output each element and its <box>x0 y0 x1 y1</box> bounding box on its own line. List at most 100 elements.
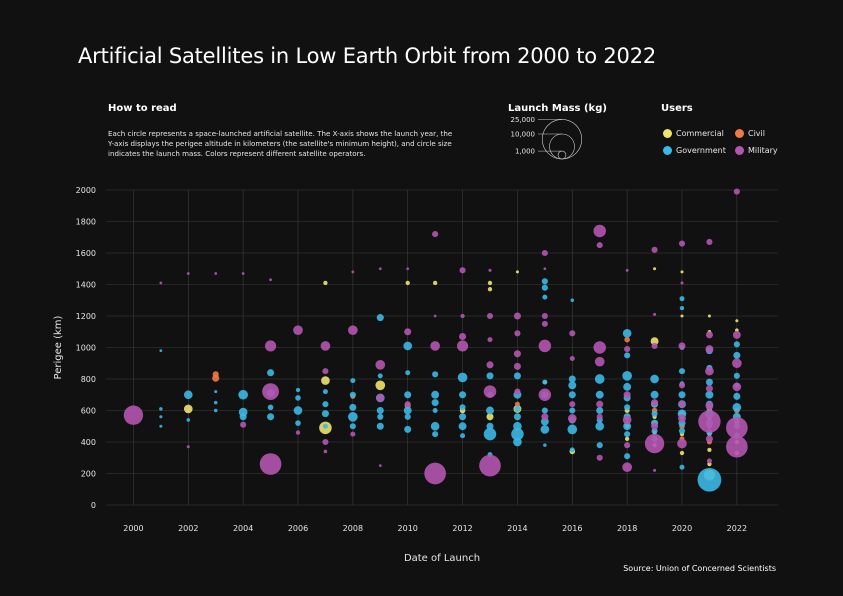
data-points <box>123 188 748 492</box>
point-government <box>376 314 384 322</box>
size-legend-circle <box>549 133 575 160</box>
point-military <box>375 359 386 370</box>
point-government <box>404 391 412 399</box>
point-commercial <box>183 404 193 414</box>
point-military <box>456 340 469 352</box>
x-tick-label: 2000 <box>123 524 143 533</box>
point-military <box>351 270 355 274</box>
point-commercial <box>707 447 712 453</box>
point-military <box>186 272 190 275</box>
point-military <box>483 385 497 398</box>
point-government <box>322 389 328 395</box>
point-commercial <box>487 280 493 286</box>
point-military <box>430 341 440 351</box>
x-axis-label: Date of Launch <box>404 553 480 564</box>
legend-label-government: Government <box>676 146 726 155</box>
point-government <box>624 453 631 460</box>
x-tick-label: 2020 <box>672 524 692 533</box>
point-government <box>321 410 329 418</box>
legend-item-civil: Civil <box>735 129 765 138</box>
point-commercial <box>375 380 386 391</box>
point-government <box>459 413 467 421</box>
size-legend-heading: Launch Mass (kg) <box>508 103 607 114</box>
axes: 0 200 400 600 800 1000 1200 1400 1600 1800 2000 200… <box>53 186 747 564</box>
point-government <box>733 341 740 348</box>
y-tick-label: 1400 <box>76 281 96 290</box>
point-military <box>541 312 548 320</box>
point-government <box>404 413 411 420</box>
point-government <box>186 418 191 422</box>
point-government <box>679 305 685 311</box>
point-government <box>376 406 384 415</box>
point-military <box>269 278 272 282</box>
point-commercial <box>487 287 493 292</box>
point-military <box>513 362 521 370</box>
point-government <box>376 422 384 430</box>
x-tick-label: 2012 <box>452 524 472 533</box>
x-tick-label: 2016 <box>562 524 582 533</box>
point-commercial <box>680 314 684 318</box>
y-tick-label: 200 <box>81 470 96 479</box>
point-military <box>513 312 521 320</box>
point-government <box>540 425 550 434</box>
y-tick-label: 800 <box>81 375 96 384</box>
point-military <box>406 267 410 271</box>
point-military <box>678 342 686 350</box>
point-military <box>593 341 606 354</box>
point-government <box>567 424 578 435</box>
point-government <box>733 372 740 379</box>
users-legend-heading: Users <box>661 103 693 114</box>
x-tick-label: 2022 <box>727 524 747 533</box>
point-military <box>378 267 382 271</box>
point-military <box>624 442 631 449</box>
point-military <box>348 325 358 336</box>
point-military <box>459 267 466 274</box>
point-government <box>541 284 548 291</box>
point-commercial <box>432 280 438 286</box>
point-government <box>622 371 632 381</box>
point-government <box>213 408 218 413</box>
point-military <box>322 368 329 375</box>
point-military <box>653 312 657 316</box>
point-government <box>514 405 521 412</box>
point-military <box>596 400 604 408</box>
point-military <box>726 416 748 439</box>
point-commercial <box>323 280 328 286</box>
point-commercial <box>679 450 685 456</box>
point-military <box>651 342 658 349</box>
y-tick-label: 1600 <box>76 249 96 258</box>
point-military <box>241 272 245 275</box>
point-military <box>262 383 279 400</box>
point-military <box>459 332 467 341</box>
point-government <box>543 443 547 447</box>
point-government <box>733 392 741 400</box>
point-commercial <box>735 319 739 323</box>
point-military <box>680 281 684 285</box>
point-commercial <box>515 270 519 274</box>
point-military <box>596 242 603 249</box>
point-government <box>267 369 275 377</box>
size-legend-circle <box>541 119 583 160</box>
point-military <box>486 361 494 369</box>
point-government <box>568 381 577 390</box>
point-government <box>159 349 163 353</box>
point-government <box>322 401 329 408</box>
point-government <box>267 413 275 421</box>
point-military <box>678 400 686 408</box>
point-civil <box>624 336 630 343</box>
point-military <box>404 401 411 408</box>
how-to-read-text: Each circle represents a space-launched … <box>108 129 453 158</box>
point-military <box>705 401 714 410</box>
point-military <box>479 454 501 477</box>
point-government <box>732 403 742 412</box>
legend-label-commercial: Commercial <box>676 129 724 138</box>
point-military <box>514 388 521 395</box>
point-military <box>323 449 328 454</box>
point-government <box>377 413 384 420</box>
point-military <box>624 346 631 353</box>
point-military <box>424 462 446 485</box>
point-military <box>569 401 576 408</box>
point-military <box>322 438 329 446</box>
point-military <box>433 314 437 318</box>
point-government <box>483 427 497 441</box>
